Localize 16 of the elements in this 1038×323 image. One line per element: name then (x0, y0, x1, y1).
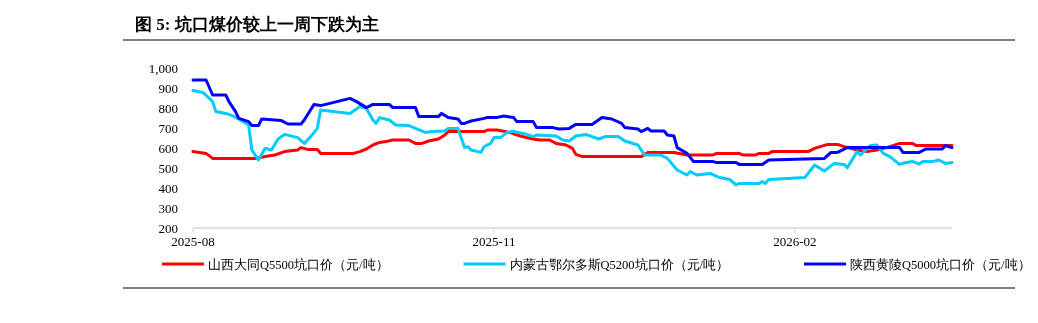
legend-label: 山西大同Q5500坑口价（元/吨） (208, 257, 389, 272)
y-tick-label: 1,000 (148, 60, 178, 76)
y-tick-label: 500 (158, 160, 178, 176)
y-tick-label: 200 (158, 220, 178, 236)
x-tick-label: 2026-02 (773, 234, 817, 249)
y-tick-label: 700 (158, 120, 178, 136)
y-tick-label: 900 (158, 80, 178, 96)
legend-label: 陕西黄陵Q5000坑口价（元/吨） (850, 257, 1031, 272)
y-tick-label: 800 (158, 100, 178, 116)
x-tick-label: 2025-11 (472, 234, 516, 249)
y-tick-label: 600 (158, 140, 178, 156)
legend-label: 内蒙古鄂尔多斯Q5200坑口价（元/吨） (509, 257, 729, 272)
y-tick-label: 400 (158, 180, 178, 196)
x-tick-label: 2025-08 (171, 234, 215, 249)
chart-title: 图 5: 坑口煤价较上一周下跌为主 (135, 15, 379, 34)
y-tick-label: 300 (158, 200, 178, 216)
